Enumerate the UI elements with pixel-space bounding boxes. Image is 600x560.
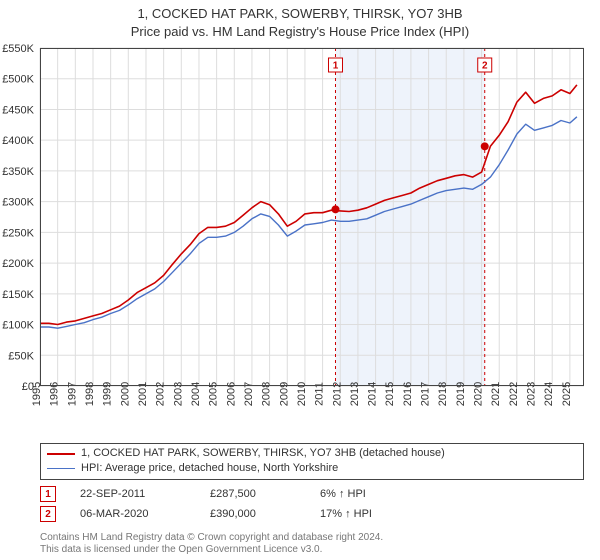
sale-marker-1: 1 xyxy=(40,486,56,502)
sales-table: 1 22-SEP-2011 £287,500 6% ↑ HPI 2 06-MAR… xyxy=(40,484,584,524)
title-line-1: 1, COCKED HAT PARK, SOWERBY, THIRSK, YO7… xyxy=(0,6,600,21)
title-line-2: Price paid vs. HM Land Registry's House … xyxy=(0,24,600,39)
legend-item-hpi: HPI: Average price, detached house, Nort… xyxy=(47,461,577,476)
svg-text:2: 2 xyxy=(482,61,488,72)
svg-text:£50K: £50K xyxy=(8,350,34,362)
svg-text:£300K: £300K xyxy=(2,197,34,209)
svg-text:£450K: £450K xyxy=(2,104,34,116)
legend-label-property: 1, COCKED HAT PARK, SOWERBY, THIRSK, YO7… xyxy=(81,446,445,461)
svg-text:£200K: £200K xyxy=(2,258,34,270)
sale-marker-2: 2 xyxy=(40,506,56,522)
legend-label-hpi: HPI: Average price, detached house, Nort… xyxy=(81,461,338,476)
footer: Contains HM Land Registry data © Crown c… xyxy=(40,532,383,556)
svg-text:£350K: £350K xyxy=(2,166,34,178)
sale-row-1: 1 22-SEP-2011 £287,500 6% ↑ HPI xyxy=(40,484,584,504)
price-chart: £0£50K£100K£150K£200K£250K£300K£350K£400… xyxy=(40,48,584,386)
figure-container: 1, COCKED HAT PARK, SOWERBY, THIRSK, YO7… xyxy=(0,0,600,560)
footer-line-1: Contains HM Land Registry data © Crown c… xyxy=(40,532,383,544)
legend-swatch-property xyxy=(47,453,75,455)
sale-row-2: 2 06-MAR-2020 £390,000 17% ↑ HPI xyxy=(40,504,584,524)
sale-pct-2: 17% ↑ HPI xyxy=(320,508,430,520)
legend-item-property: 1, COCKED HAT PARK, SOWERBY, THIRSK, YO7… xyxy=(47,446,577,461)
svg-text:£400K: £400K xyxy=(2,135,34,147)
svg-text:£550K: £550K xyxy=(2,43,34,55)
svg-text:£250K: £250K xyxy=(2,227,34,239)
svg-text:£100K: £100K xyxy=(2,320,34,332)
footer-line-2: This data is licensed under the Open Gov… xyxy=(40,544,383,556)
svg-text:£150K: £150K xyxy=(2,289,34,301)
svg-text:1: 1 xyxy=(333,61,339,72)
svg-text:£500K: £500K xyxy=(2,74,34,86)
sale-pct-1: 6% ↑ HPI xyxy=(320,488,430,500)
sale-price-2: £390,000 xyxy=(210,508,320,520)
sale-date-1: 22-SEP-2011 xyxy=(80,488,210,500)
sale-date-2: 06-MAR-2020 xyxy=(80,508,210,520)
legend-swatch-hpi xyxy=(47,468,75,469)
legend-box: 1, COCKED HAT PARK, SOWERBY, THIRSK, YO7… xyxy=(40,443,584,480)
sale-price-1: £287,500 xyxy=(210,488,320,500)
